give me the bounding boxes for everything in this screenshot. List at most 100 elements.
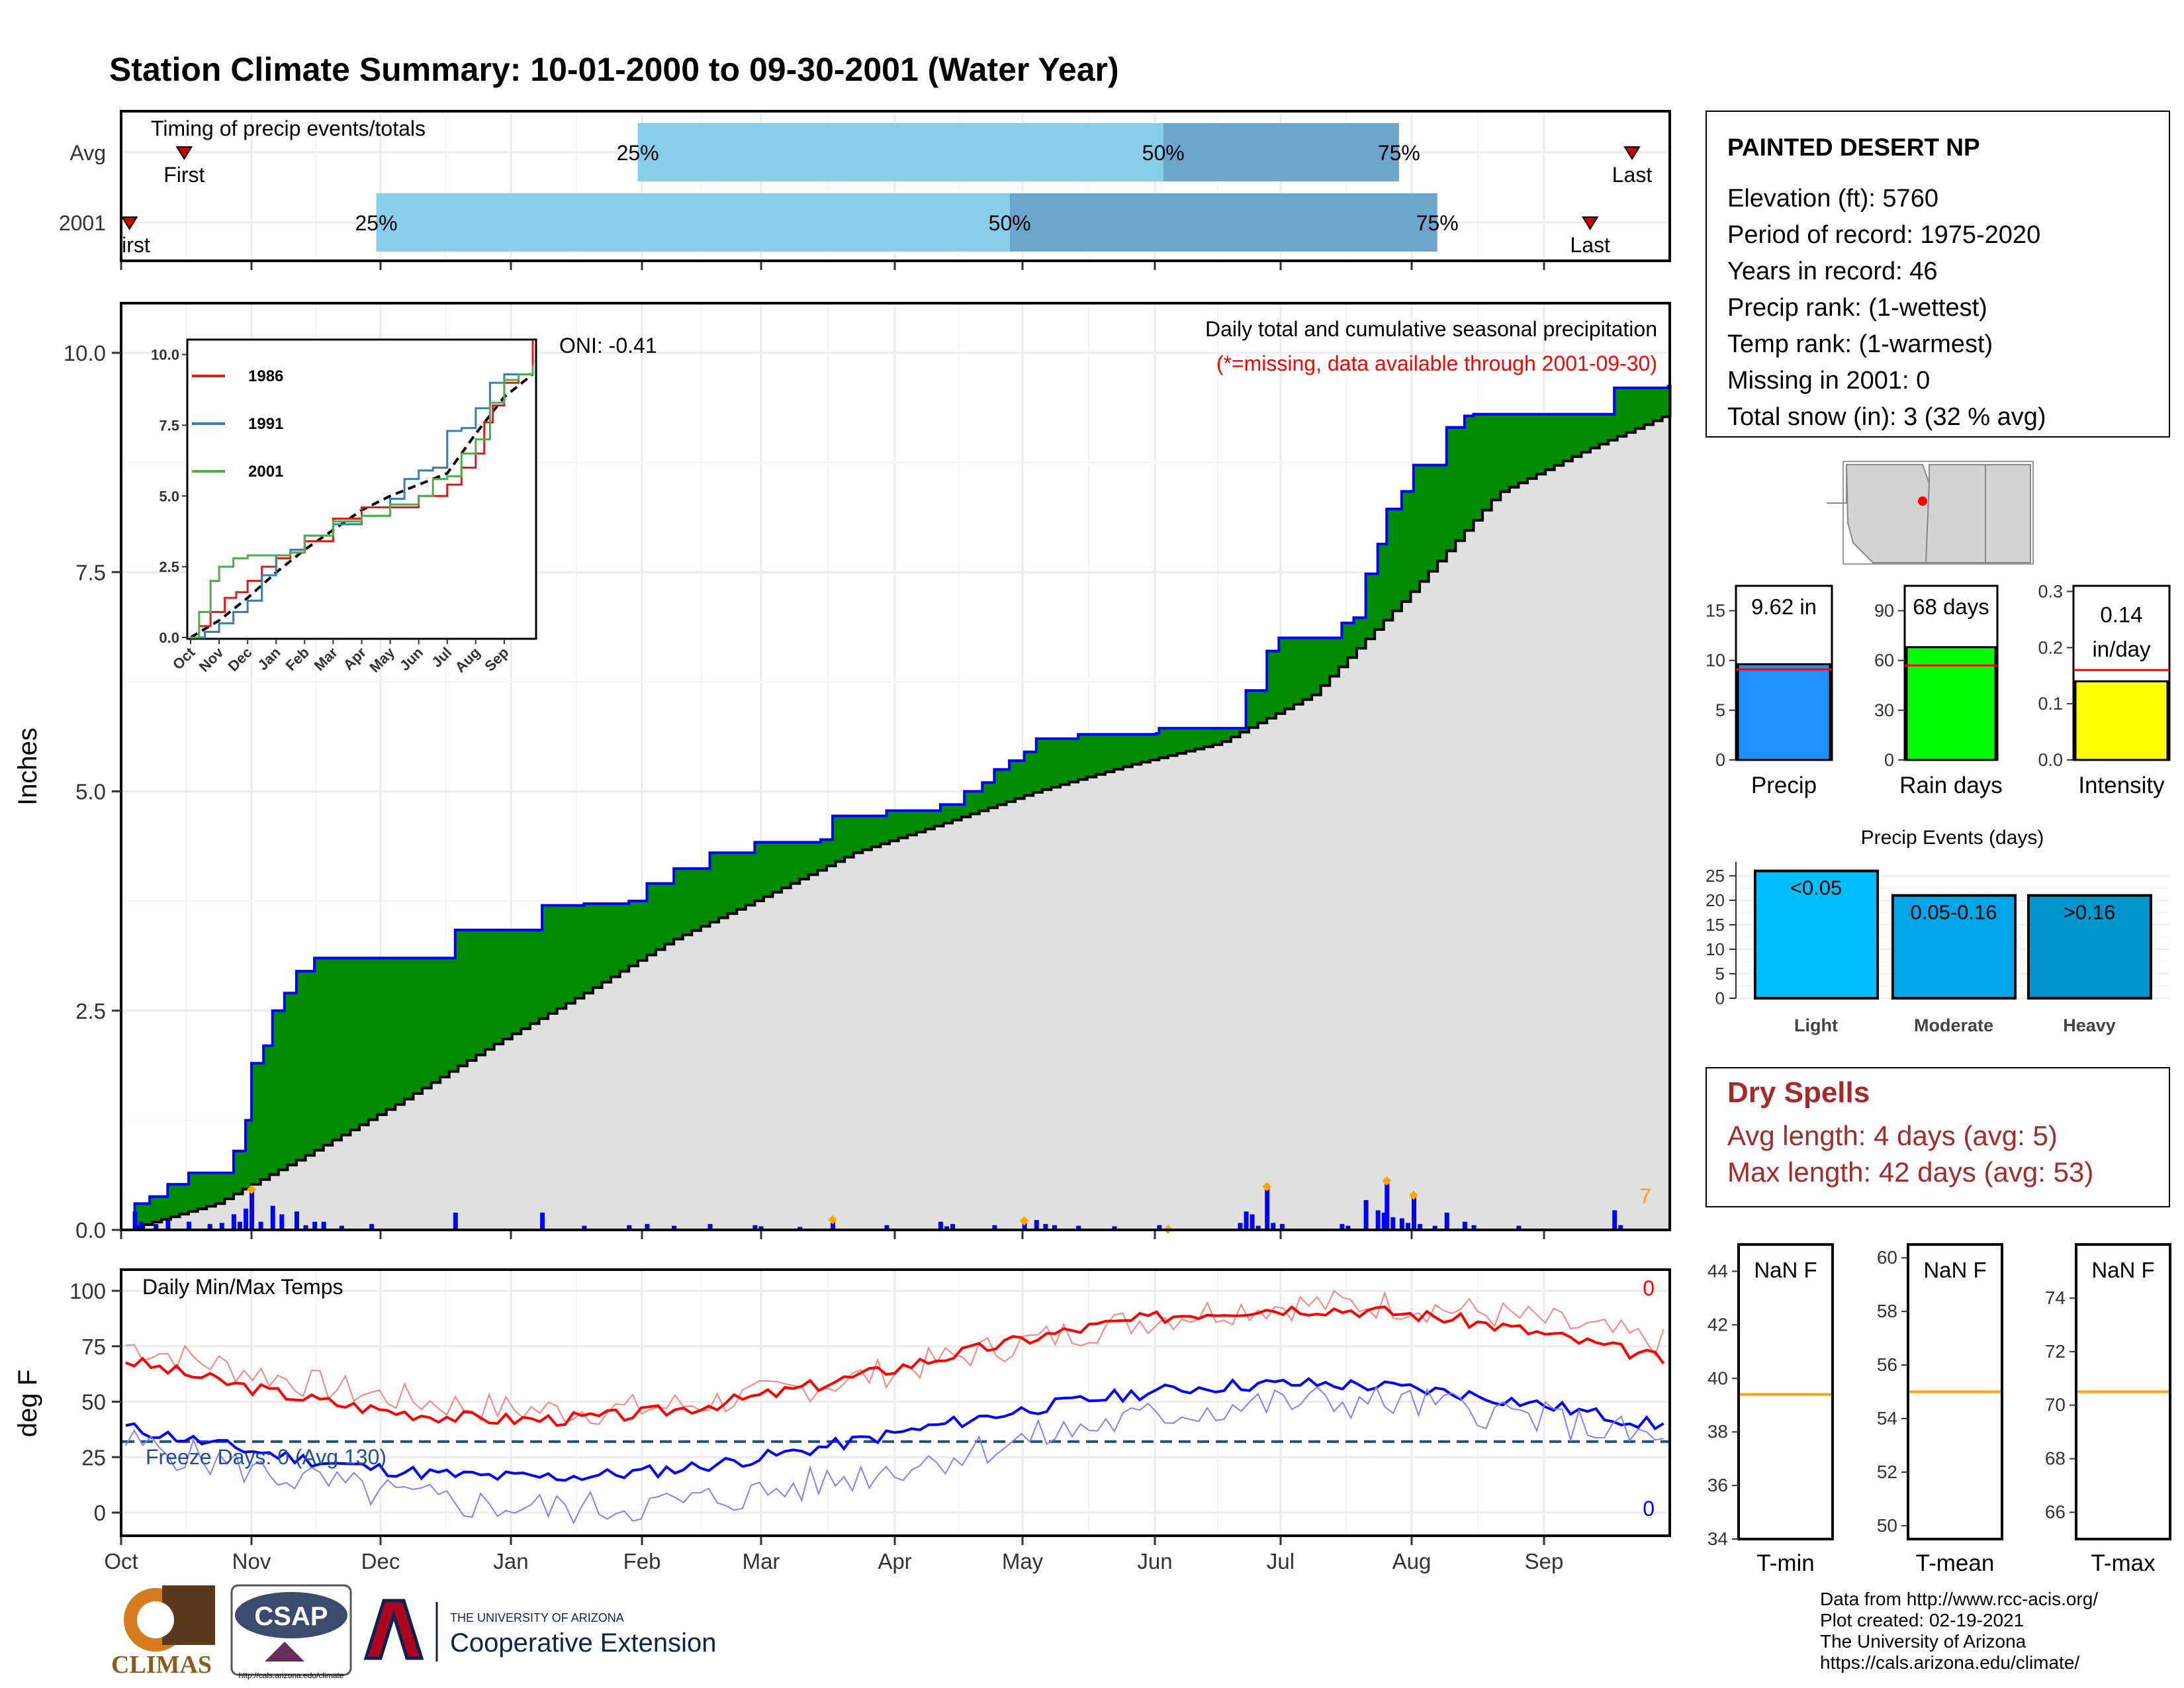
precip-daily-bar [797,1227,803,1229]
precip-daily-bar [831,1221,836,1229]
summary-bar-y-tick-label: 10 [1706,651,1725,671]
month-axis-labels: Oct Nov Dec Jan Feb Mar Apr May Jun Jul Aug Sep [104,1549,1563,1573]
precip-above-average-area [126,386,1672,1230]
precip-daily-bar [250,1191,255,1229]
precip-daily-bar [453,1212,458,1229]
temp-box-y-tick-label: 54 [1877,1408,1897,1429]
precip-daily-bar [1340,1224,1345,1229]
summary-bar-y-tick-label: 60 [1874,651,1894,671]
precip-daily-bar [187,1221,192,1229]
precip-daily-bar [339,1225,344,1229]
precip-daily-bar [303,1225,308,1229]
footer-data-source: Data from http://www.rcc-acis.org/ [1820,1589,2098,1609]
temp-box-value: NaN F [1754,1258,1817,1282]
timing-label-25: 25% [355,211,397,235]
precip-daily-bar [237,1221,242,1229]
precip-daily-bar [1612,1210,1617,1229]
precip-daily-bar [938,1221,943,1229]
temp-y-axis: 0 25 50 75 100 [69,1279,121,1525]
precip-snow-marker [1262,1182,1272,1192]
map-border [1827,465,1847,504]
temp-box-y-tick-label: 70 [2045,1395,2066,1415]
temp-box-name: T-max [2091,1550,2156,1576]
events-bar-name: Light [1794,1015,1838,1035]
precip-daily-bar [1238,1223,1243,1229]
precip-daily-bar [1618,1225,1623,1229]
summary-bar-y-tick-label: 5 [1715,700,1725,720]
csap-logo-mountain [265,1642,304,1662]
temp-box-name: T-mean [1916,1550,1995,1576]
temp-box-value: NaN F [1923,1258,1986,1282]
precip-daily-bar [1250,1214,1255,1229]
temp-box-y-tick-label: 72 [2045,1341,2066,1362]
station-precip-rank: Precip rank: (1-wettest) [1727,294,1987,322]
timing-label-25: 25% [617,141,659,165]
timing-bar-25-50 [637,123,1163,181]
month-label: Dec [361,1549,400,1573]
precip-daily-bar [1052,1225,1057,1229]
locator-map [1827,461,2034,565]
precip-daily-bar [627,1225,632,1229]
summary-bar-value-label: 0.14 [2100,602,2142,627]
precip-2001-cumulative-line [126,385,1672,1231]
inset-y-tick-label: 2.5 [159,559,179,575]
temp-panel: 0 25 50 75 100 deg F Daily Min/Max Temps Fre… [13,1268,1671,1573]
month-label: Jul [1267,1549,1295,1573]
temp-y-tick-label: 50 [81,1390,106,1415]
month-label: Aug [1392,1549,1432,1573]
events-bar-label: <0.05 [1790,876,1842,900]
precip-subtitle: Daily total and cumulative seasonal prec… [1205,317,1657,341]
inset-legend-label: 1991 [248,415,283,433]
temp-box-y-tick-label: 36 [1707,1475,1728,1495]
precip-snow-marker [247,1184,257,1194]
precip-daily-bar [219,1223,224,1229]
precip-daily-bar [1444,1212,1449,1229]
events-y-tick-label: 10 [1706,939,1725,959]
temp-box-y-tick-label: 42 [1707,1314,1728,1335]
summary-bar-name: Rain days [1899,773,2003,798]
temp-box-y-tick-label: 60 [1877,1247,1897,1268]
events-y-tick-label: 0 [1715,988,1725,1008]
station-info-frame [1706,111,2170,438]
oni-value: ONI: -0.41 [559,334,657,357]
summary-bar-y-tick-label: 90 [1874,601,1894,621]
precip-daily-bar [165,1220,171,1229]
precip-corner-count: 7 [1639,1184,1651,1208]
precip-daily-bar [1375,1210,1381,1229]
summary-bar-y-tick-label: 0.1 [2038,694,2063,714]
precip-daily-bar [244,1208,249,1229]
dry-spells-frame [1706,1067,2170,1207]
events-bars: 0 5 10 15 20 25 <0.05 Light 0.05-0.16 Moderate >0.… [1706,862,2169,1035]
summary-bar-y-tick-label: 0.0 [2038,750,2063,770]
precip-y-axis: 0.0 2.5 5.0 7.5 10.0 [64,341,121,1243]
summary-bars: 0 5 10 15 9.62 in Precip 0 30 60 90 68 days Rain da… [1706,581,2171,798]
timing-last-marker [1581,216,1599,230]
min-temp-count: 0 [1643,1497,1655,1521]
inset-y-tick-label: 0.0 [159,630,179,646]
ua-logo-a [363,1599,424,1660]
timing-bar-50-75 [1009,193,1437,252]
precip-daily-bar [672,1225,677,1229]
temp-box-y-tick-label: 40 [1707,1368,1728,1388]
footer-plot-created: Plot created: 02-19-2021 [1820,1610,2024,1630]
precip-daily-bar [1432,1225,1437,1229]
precip-daily-bar [1411,1197,1416,1229]
inset-y-tick-label: 5.0 [159,488,179,504]
station-snow: Total snow (in): 3 (32 % avg) [1727,403,2046,431]
csap-logo-url: http://cals.arizona.edu/climate [239,1671,344,1680]
month-label: Apr [878,1549,911,1573]
temp-box-name: T-min [1756,1550,1815,1576]
precip-daily-bar [950,1224,956,1229]
dry-spells-box: Dry Spells Avg length: 4 days (avg: 5) M… [1706,1067,2170,1207]
summary-bar-value-label: in/day [2092,637,2151,661]
precip-daily-bar [321,1221,326,1229]
record-max-temp-line [125,1289,1664,1425]
precip-daily-bar [645,1224,650,1229]
timing-first-label: First [109,233,150,257]
freeze-days: Freeze Days: 0 (Avg 130) [146,1445,387,1469]
summary-bar-y-tick-label: 15 [1706,601,1725,621]
temp-box-y-tick-label: 68 [2045,1448,2066,1469]
precip-daily-bar [270,1205,275,1229]
precip-snow-marker [1408,1190,1418,1200]
